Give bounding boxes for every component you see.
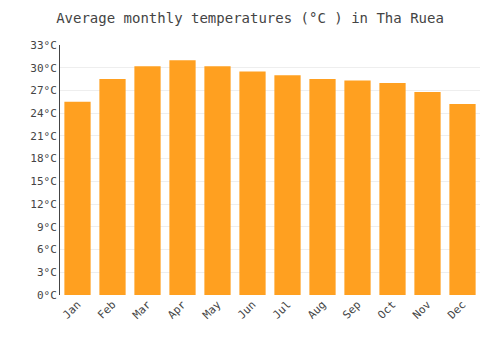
svg-text:27°C: 27°C <box>30 84 57 97</box>
svg-text:Jul: Jul <box>270 298 293 321</box>
svg-text:Mar: Mar <box>130 298 154 322</box>
svg-text:15°C: 15°C <box>30 175 57 188</box>
svg-text:Dec: Dec <box>445 298 468 321</box>
svg-text:Jan: Jan <box>60 298 83 321</box>
svg-text:Jun: Jun <box>235 298 258 321</box>
svg-text:3°C: 3°C <box>37 266 57 279</box>
svg-text:Feb: Feb <box>95 298 118 321</box>
svg-text:9°C: 9°C <box>37 221 57 234</box>
svg-text:Aug: Aug <box>305 298 328 321</box>
svg-text:24°C: 24°C <box>30 107 57 120</box>
svg-text:May: May <box>200 298 224 322</box>
svg-text:6°C: 6°C <box>37 243 57 256</box>
svg-text:Average monthly temperatures (: Average monthly temperatures (°C ) in Th… <box>56 10 444 26</box>
svg-text:Sep: Sep <box>340 298 363 321</box>
svg-text:30°C: 30°C <box>30 62 57 75</box>
svg-text:33°C: 33°C <box>30 39 57 52</box>
svg-text:0°C: 0°C <box>37 289 57 302</box>
svg-text:21°C: 21°C <box>30 130 57 143</box>
svg-text:12°C: 12°C <box>30 198 57 211</box>
svg-text:Apr: Apr <box>165 298 189 322</box>
svg-text:18°C: 18°C <box>30 152 57 165</box>
svg-text:Oct: Oct <box>375 298 398 321</box>
svg-text:Nov: Nov <box>410 298 434 322</box>
